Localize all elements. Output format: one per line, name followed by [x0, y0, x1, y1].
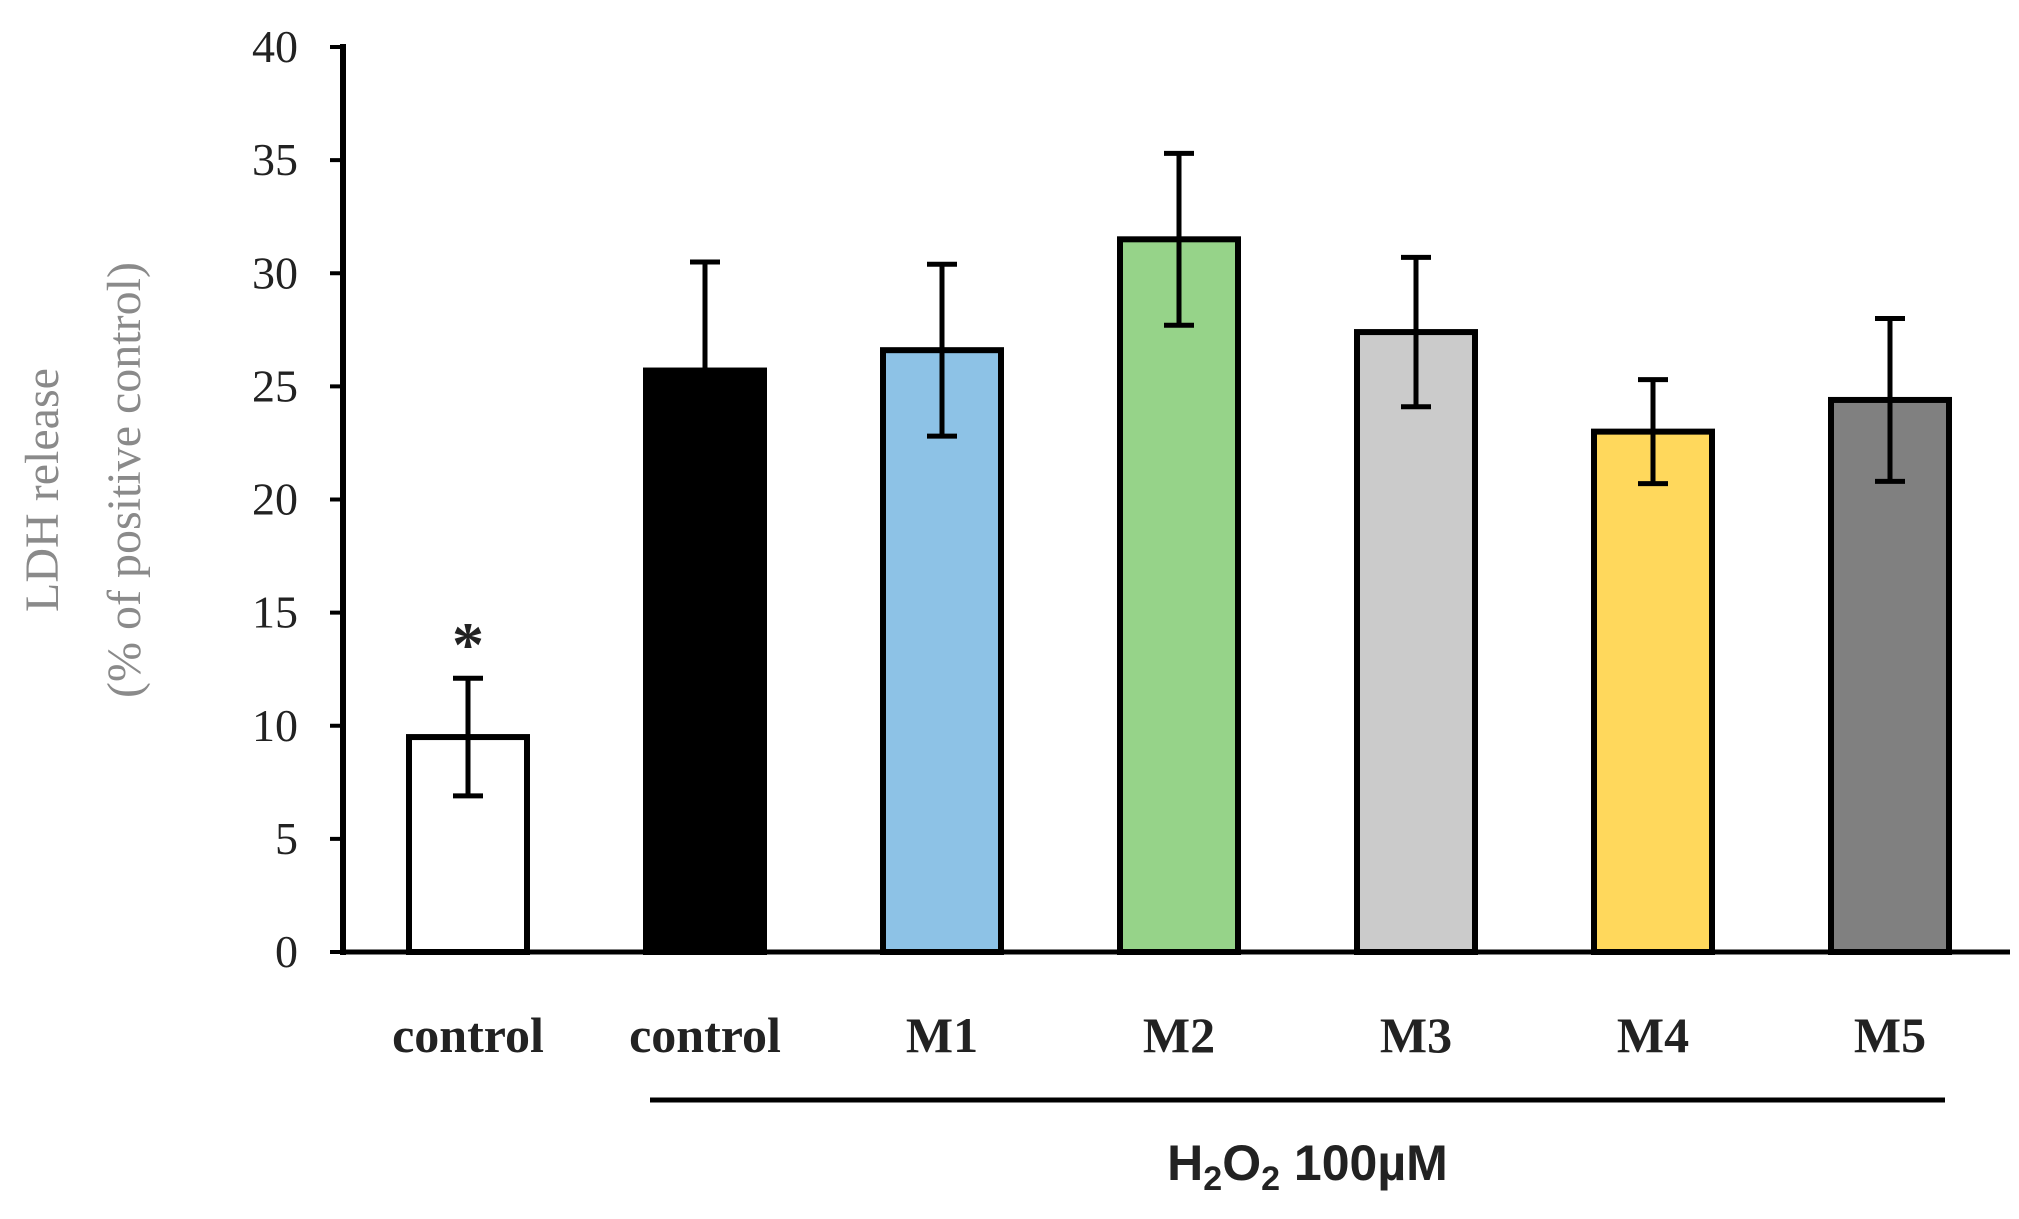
group-bracket-label: H2O2 100µM — [1167, 1135, 1448, 1198]
bar-4 — [1117, 236, 1241, 955]
group-label-sub1: 2 — [1203, 1160, 1222, 1198]
group-label-concentration: 100µM — [1280, 1135, 1448, 1191]
significance-asterisk: * — [452, 609, 484, 680]
bars — [406, 236, 1952, 956]
category-label: M1 — [906, 1007, 978, 1063]
category-label: M4 — [1617, 1007, 1689, 1063]
category-label: M2 — [1143, 1007, 1215, 1063]
group-label-sub2: 2 — [1261, 1160, 1280, 1198]
bar-3 — [880, 347, 1004, 955]
y-tick-label: 15 — [252, 587, 298, 638]
error-bars — [453, 150, 1905, 799]
bar-6 — [1591, 428, 1715, 955]
group-label-h: H — [1167, 1135, 1203, 1191]
y-tick-label: 40 — [252, 21, 298, 72]
category-label: control — [392, 1007, 544, 1063]
y-axis-label-line1: LDH release — [16, 368, 69, 612]
bar-5 — [1354, 329, 1478, 955]
group-label-o: O — [1222, 1135, 1261, 1191]
y-tick-label: 35 — [252, 134, 298, 185]
y-tick-label: 10 — [252, 700, 298, 751]
category-label: M5 — [1854, 1007, 1926, 1063]
y-axis-label-line2: (% of positive control) — [98, 262, 151, 698]
y-tick-label: 25 — [252, 360, 298, 411]
y-tick-label: 5 — [275, 813, 298, 864]
y-tick-label: 30 — [252, 247, 298, 298]
y-tick-label: 0 — [275, 926, 298, 977]
category-labels: control control M1 M2 M3 M4 M5 — [392, 1007, 1926, 1063]
y-axis-ticks: 0 5 10 15 20 25 30 35 40 — [252, 21, 343, 977]
y-tick-label: 20 — [252, 474, 298, 525]
category-label: M3 — [1380, 1007, 1452, 1063]
category-label: control — [629, 1007, 781, 1063]
